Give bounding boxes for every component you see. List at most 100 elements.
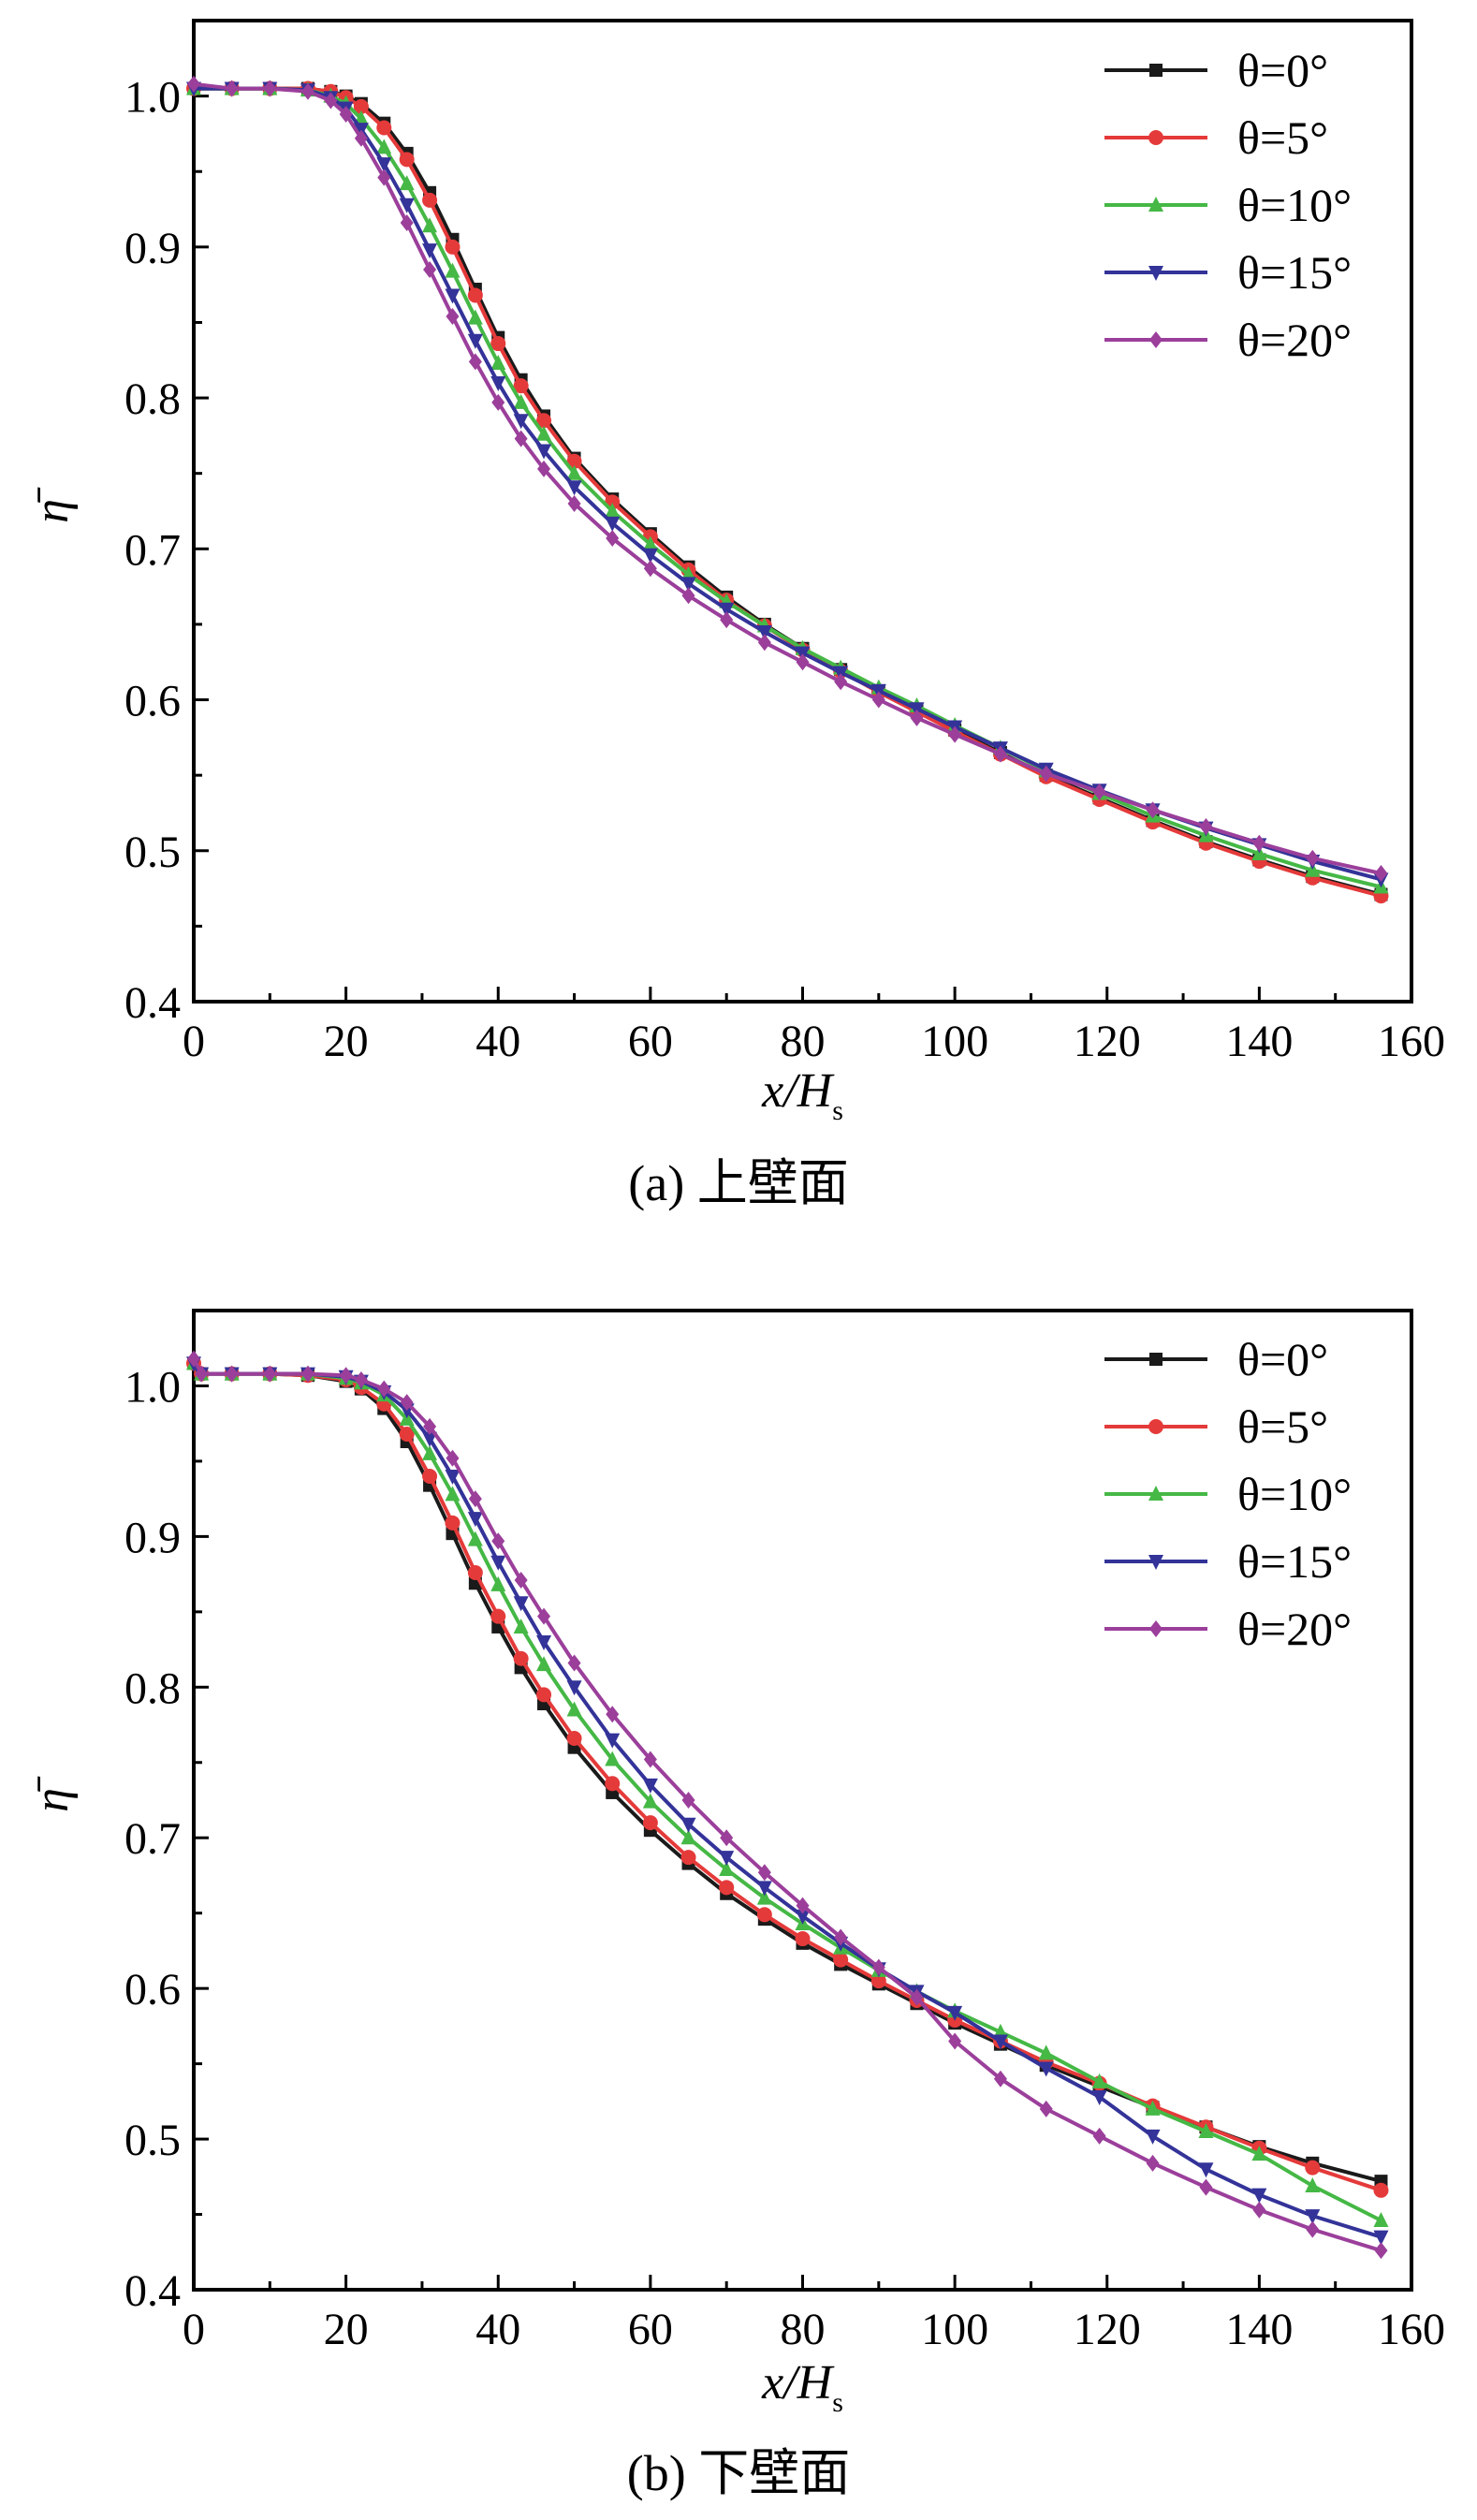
data-point [187, 1350, 200, 1368]
data-point [376, 120, 392, 136]
data-point [399, 198, 415, 213]
data-point [339, 105, 353, 123]
data-point [400, 214, 414, 232]
series-4 [187, 1350, 1388, 2260]
data-point [605, 1751, 621, 1766]
legend-label: θ=20° [1237, 314, 1352, 366]
legend: θ=0° θ=5° θ=10° θ=15° θ=20° [1104, 1333, 1352, 1655]
data-point [756, 624, 772, 640]
x-axis-title: x/Hs [761, 1064, 843, 1126]
data-point [422, 217, 438, 233]
data-point [354, 1371, 368, 1389]
data-point [467, 287, 483, 303]
legend-marker [1148, 1486, 1163, 1501]
data-point [300, 82, 314, 100]
legend-marker [1149, 1620, 1163, 1637]
y-tick-label: 1.0 [124, 73, 181, 123]
data-point [871, 1958, 885, 1976]
data-point [566, 1701, 582, 1717]
data-point [491, 1532, 505, 1550]
data-point [948, 2032, 962, 2050]
data-point [513, 414, 529, 430]
data-point [353, 98, 369, 114]
series-line [194, 86, 1382, 889]
data-point [1251, 2188, 1267, 2204]
data-point [870, 1973, 886, 1989]
x-tick-label: 20 [324, 1017, 369, 1066]
data-point [1091, 2090, 1107, 2106]
data-point [605, 516, 621, 532]
data-point [566, 453, 582, 469]
data-point [605, 1733, 621, 1749]
data-point [513, 393, 529, 409]
legend-label: θ=5° [1237, 111, 1328, 164]
data-point [719, 1851, 735, 1867]
data-point [992, 2034, 1008, 2050]
data-point [642, 548, 658, 564]
data-point [566, 480, 582, 496]
legend-label: θ=15° [1237, 246, 1352, 299]
data-point [606, 1706, 620, 1723]
data-point [446, 1449, 460, 1467]
data-point [834, 673, 848, 691]
data-point [680, 1850, 696, 1866]
series-1 [186, 1355, 1389, 2198]
data-point [536, 425, 552, 441]
data-point [756, 1907, 772, 1923]
x-tick-label: 40 [475, 2305, 520, 2354]
data-point [536, 1687, 552, 1703]
data-point [871, 691, 885, 709]
data-point [642, 1815, 658, 1831]
data-point [1146, 801, 1160, 819]
x-tick-label: 140 [1225, 2305, 1293, 2354]
data-point [720, 611, 734, 629]
data-point [833, 1952, 849, 1968]
x-axis-title-main: x/H [761, 2356, 835, 2410]
data-point [445, 1515, 461, 1531]
legend-marker [1148, 1555, 1163, 1570]
data-point [1251, 2146, 1267, 2161]
data-point [1039, 765, 1053, 783]
data-point [490, 336, 506, 352]
series-line [192, 1362, 1382, 2184]
data-point [422, 1469, 438, 1485]
legend-label: θ=15° [1237, 1535, 1352, 1588]
data-point [1198, 2123, 1214, 2139]
data-point [566, 464, 582, 480]
data-point [642, 1793, 658, 1809]
data-point [263, 1365, 277, 1383]
x-tick-label: 120 [1074, 1017, 1141, 1066]
data-point [376, 157, 392, 173]
data-point [514, 430, 528, 447]
data-point [1199, 817, 1213, 835]
data-point [446, 308, 460, 326]
series-line [192, 1357, 1382, 2253]
y-tick-label: 0.6 [124, 677, 181, 726]
legend-marker [1148, 130, 1163, 145]
series-line [192, 1362, 1382, 2192]
data-point [422, 1431, 438, 1447]
x-tick-label: 60 [628, 2305, 673, 2354]
data-point [513, 1618, 529, 1634]
data-point [993, 2070, 1007, 2088]
data-point [642, 1778, 658, 1794]
data-point [445, 262, 461, 278]
data-point [195, 1365, 209, 1383]
data-point [567, 1654, 581, 1672]
x-tick-label: 120 [1074, 2305, 1141, 2354]
x-tick-label: 80 [781, 2305, 826, 2354]
data-point [1373, 2182, 1389, 2198]
legend-label: θ=20° [1237, 1603, 1352, 1655]
data-point [445, 1470, 461, 1486]
data-point [566, 1680, 582, 1696]
data-point [993, 745, 1007, 763]
data-point [680, 577, 696, 593]
data-point [756, 1889, 772, 1905]
data-point [757, 1864, 771, 1882]
series-line [194, 86, 1382, 897]
x-axis-title: x/Hs [761, 2356, 843, 2418]
data-point [467, 1512, 483, 1528]
legend-label: θ=5° [1237, 1400, 1328, 1453]
legend-marker [1148, 1419, 1163, 1434]
